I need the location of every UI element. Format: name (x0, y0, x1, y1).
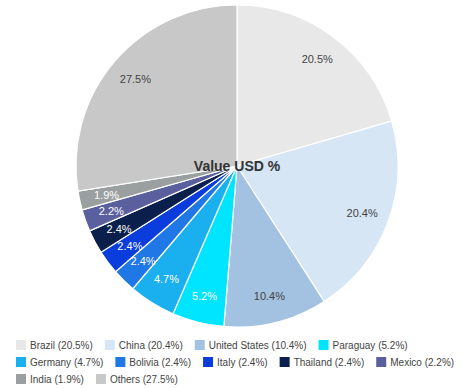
legend-item: Brazil (20.5%) (16, 340, 93, 351)
legend-label: Mexico (2.2%) (390, 357, 454, 368)
legend-label: Brazil (20.5%) (30, 340, 93, 351)
slices (76, 5, 398, 327)
legend-item: Thailand (2.4%) (280, 357, 365, 368)
legend-item: China (20.4%) (105, 340, 183, 351)
legend-item: Italy (2.4%) (203, 357, 268, 368)
legend-item: United States (10.4%) (195, 340, 307, 351)
legend-swatch (105, 340, 115, 350)
legend-label: Paraguay (5.2%) (333, 340, 408, 351)
legend-label: United States (10.4%) (209, 340, 307, 351)
legend-label: Thailand (2.4%) (294, 357, 365, 368)
legend-label: India (1.9%) (30, 374, 84, 385)
data-label: 27.5% (120, 73, 151, 85)
data-label: 2.2% (99, 205, 124, 217)
legend: Brazil (20.5%) China (20.4%) United States… (16, 340, 454, 385)
legend-swatch (203, 357, 213, 367)
title: Value USD % (194, 158, 281, 174)
data-label: 20.5% (302, 53, 333, 65)
legend-swatch (115, 357, 125, 367)
legend-item: Bolivia (2.4%) (115, 357, 191, 368)
legend-label: Others (27.5%) (110, 374, 178, 385)
data-label: 1.9% (94, 189, 119, 201)
legend-item: Others (27.5%) (96, 374, 178, 385)
legend-swatch (96, 374, 106, 384)
legend-swatch (16, 374, 26, 384)
data-labels: 20.5% 20.4% 10.4% 5.2% 4.7% 2.4% 2.4% 2.4% 2.2% 1… (94, 53, 378, 301)
data-label: 2.4% (117, 240, 142, 252)
legend-swatch (195, 340, 205, 350)
legend-label: Italy (2.4%) (217, 357, 268, 368)
legend-item: India (1.9%) (16, 374, 84, 385)
data-label: 4.7% (154, 273, 179, 285)
legend-item: Mexico (2.2%) (376, 357, 454, 368)
legend-label: China (20.4%) (119, 340, 183, 351)
legend-swatch (280, 357, 290, 367)
legend-item: Paraguay (5.2%) (319, 340, 408, 351)
legend-label: Bolivia (2.4%) (129, 357, 191, 368)
legend-swatch (16, 357, 26, 367)
legend-label: Germany (4.7%) (30, 357, 103, 368)
data-label: 5.2% (192, 290, 217, 302)
slice (224, 166, 324, 327)
data-label: 2.4% (131, 255, 156, 267)
legend-swatch (16, 340, 26, 350)
legend-swatch (319, 340, 329, 350)
pie: 20.5% 20.4% 10.4% 5.2% 4.7% 2.4% 2.4% 2.4% 2.2% 1… (76, 5, 398, 327)
chart: 20.5% 20.4% 10.4% 5.2% 4.7% 2.4% 2.4% 2.4% 2.2% 1… (0, 0, 474, 388)
legend-swatch (376, 357, 386, 367)
legend-item: Germany (4.7%) (16, 357, 103, 368)
data-label: 20.4% (347, 207, 378, 219)
data-label: 2.4% (107, 223, 132, 235)
data-label: 10.4% (254, 290, 285, 302)
